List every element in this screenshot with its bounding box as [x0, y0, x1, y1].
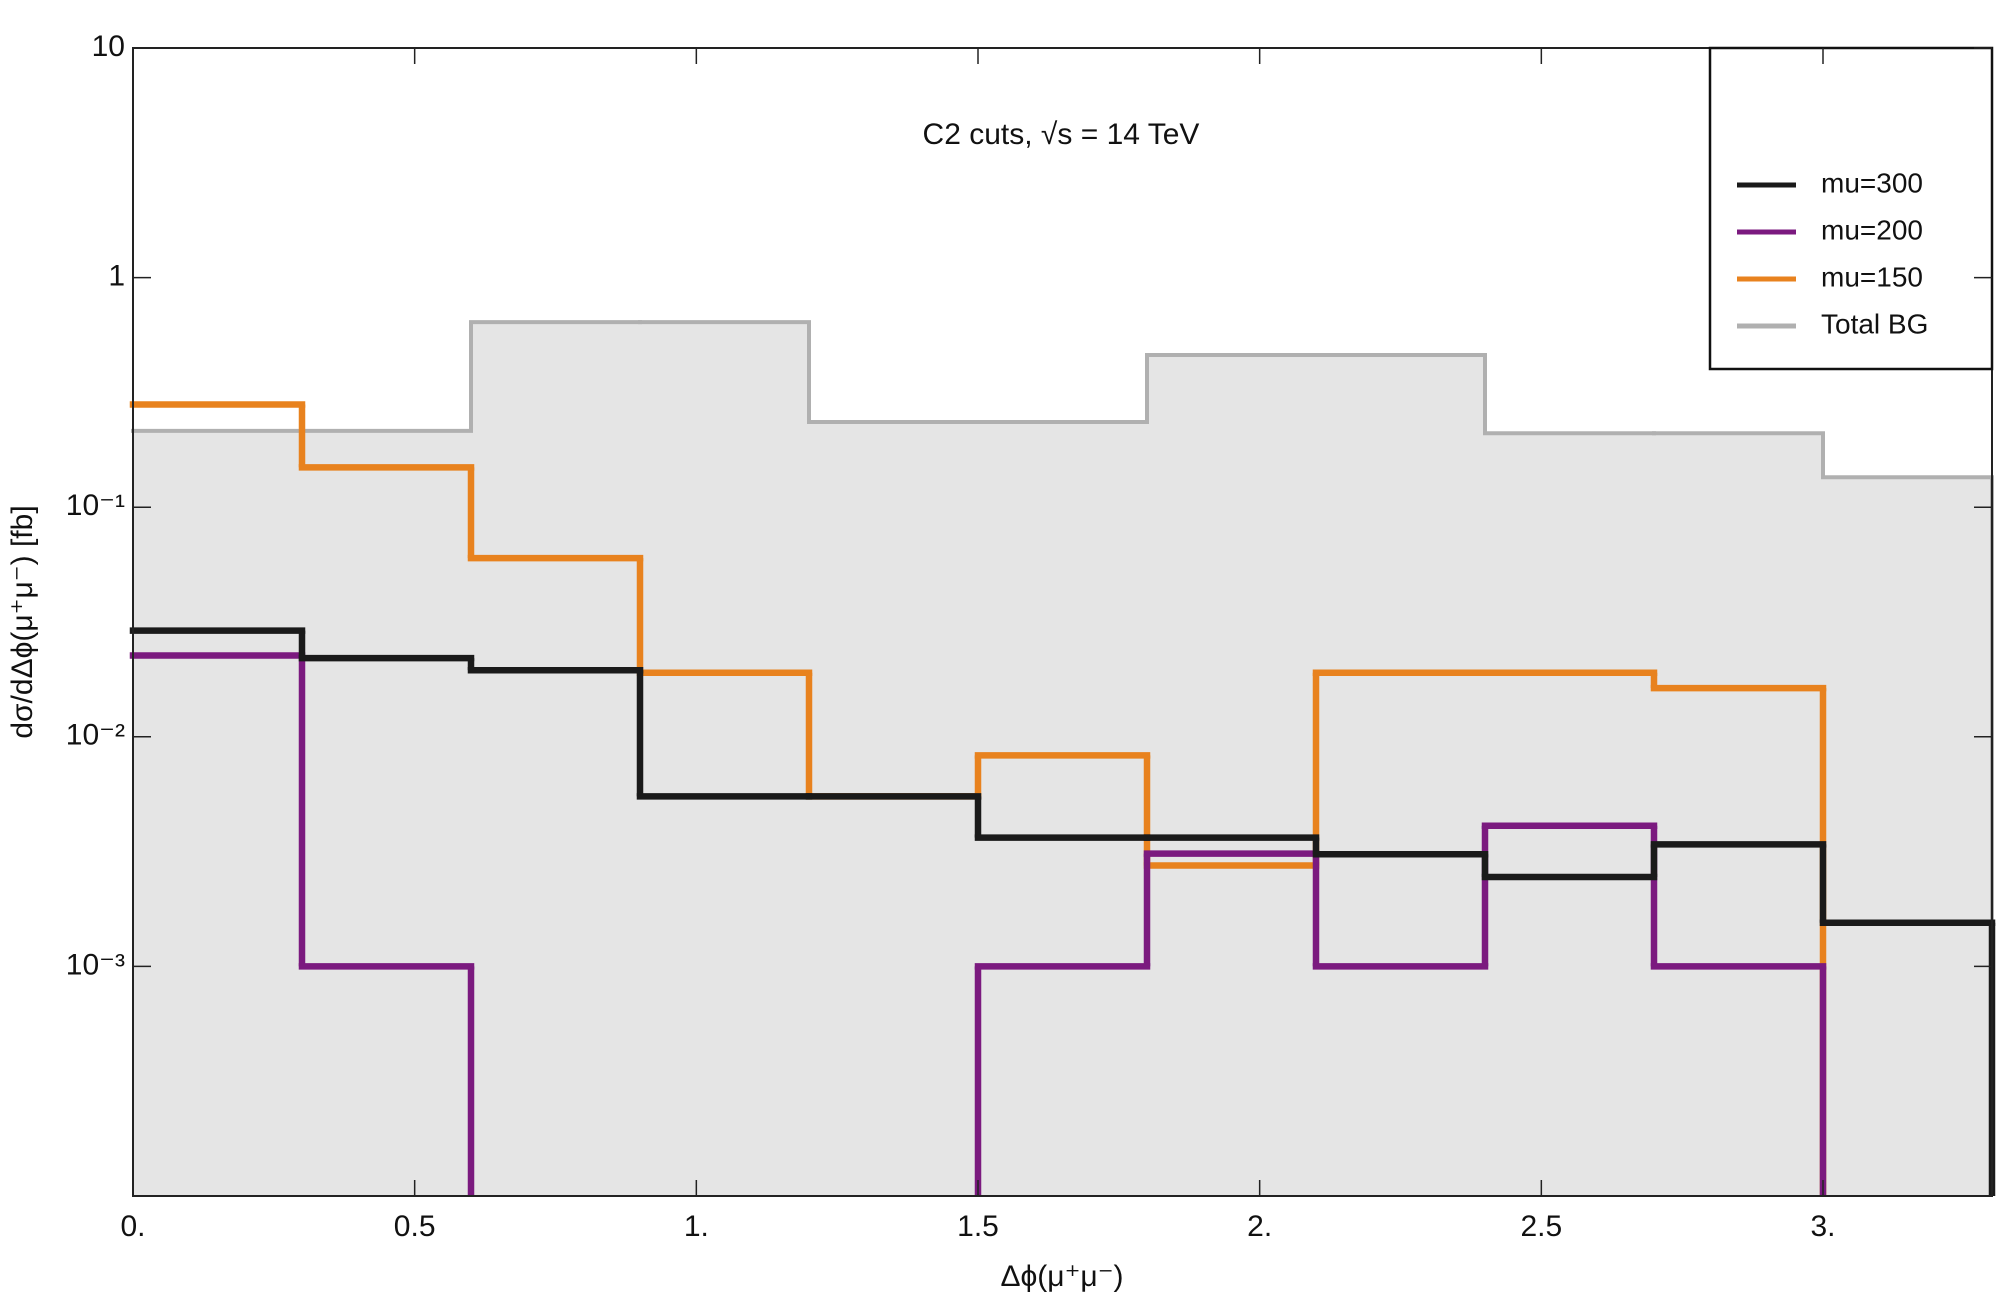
legend-box	[1708, 46, 1994, 371]
x-tick-label: 3.	[1810, 1210, 1835, 1243]
y-tick-label: 10⁻¹	[66, 489, 125, 522]
bar-fill	[978, 422, 1147, 1196]
annotation: C2 cuts, √s = 14 TeV	[923, 118, 1200, 151]
bar-fill	[1654, 433, 1823, 1196]
y-tick-label: 10⁻³	[66, 948, 125, 981]
legend-label: Total BG	[1821, 308, 1928, 339]
bar-fill	[302, 430, 471, 1196]
bar-fill	[133, 430, 302, 1196]
bar-fill	[1823, 477, 1992, 1196]
x-tick-label: 1.	[684, 1210, 709, 1243]
y-tick-label: 1	[108, 260, 125, 293]
histogram-series	[129, 401, 1827, 1196]
x-tick-label: 0.5	[394, 1210, 436, 1243]
bar-fill	[1485, 433, 1654, 1196]
bar-fill	[471, 322, 640, 1196]
plot-frame	[132, 47, 1993, 1197]
x-tick-label: 0.	[120, 1210, 145, 1243]
x-axis-label: Δϕ(μ⁺μ⁻)	[1000, 1260, 1123, 1293]
x-tick-label: 2.5	[1520, 1210, 1562, 1243]
histogram-series	[129, 652, 1827, 1196]
y-tick-label: 10⁻²	[66, 719, 125, 752]
legend-label: mu=200	[1821, 214, 1923, 245]
y-tick-label: 10	[92, 30, 125, 63]
y-axis-label: dσ/dΔϕ(μ⁺μ⁻) [fb]	[6, 505, 39, 738]
legend: mu=300 mu=200 mu=150 Total BG	[1737, 167, 1928, 339]
plot-area	[129, 320, 1996, 1197]
x-tick-label: 1.5	[957, 1210, 999, 1243]
bar-fill	[809, 422, 978, 1196]
bar-fill	[1147, 355, 1316, 1197]
bar-fill	[640, 322, 809, 1196]
x-tick-label: 2.	[1247, 1210, 1272, 1243]
legend-label: mu=150	[1821, 261, 1923, 292]
legend-label: mu=300	[1821, 167, 1923, 198]
bar-fill	[1316, 355, 1485, 1197]
